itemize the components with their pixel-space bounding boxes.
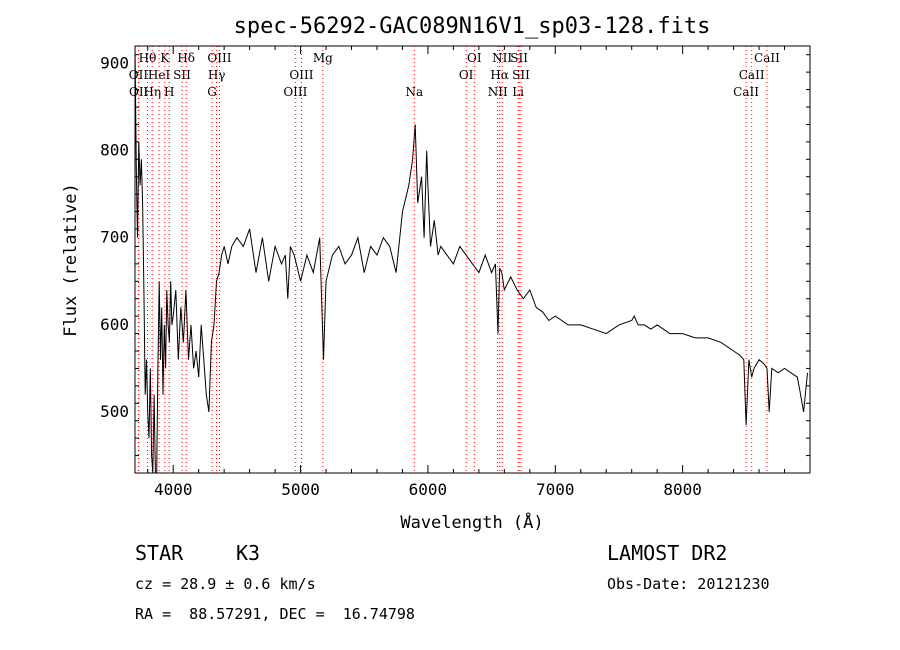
- survey-name: LAMOST DR2: [607, 541, 728, 565]
- spectral-line-label: OIII: [207, 51, 231, 65]
- y-tick-label: 600: [100, 315, 129, 334]
- axis-ticks: 4000 5000 6000 7000 8000 500 600 700 800 900: [100, 46, 811, 499]
- spectral-line-label: NII: [492, 51, 512, 65]
- spectral-line-label: OI: [467, 51, 482, 65]
- x-tick-label: 5000: [281, 480, 320, 499]
- plot-frame: [134, 45, 811, 474]
- y-tick-label: 500: [100, 402, 129, 421]
- y-axis-label: Flux (relative): [61, 183, 81, 337]
- spectral-line-label: CaII: [733, 85, 759, 99]
- spectral-line-label: Na: [405, 85, 423, 99]
- object-subclass: K3: [236, 541, 261, 565]
- spectral-line-label: Hα: [490, 68, 509, 82]
- spectral-line-label: G: [207, 85, 217, 99]
- x-tick-label: 6000: [409, 480, 448, 499]
- redshift-velocity: cz = 28.9 ± 0.6 km/s: [135, 575, 316, 593]
- spectral-line-label: CaII: [754, 51, 780, 65]
- spectral-line-label: HeI: [148, 68, 171, 82]
- spectral-line-label: OIII: [283, 85, 307, 99]
- spectral-line-label: Li: [512, 85, 524, 99]
- spectral-line-label: NII: [488, 85, 508, 99]
- y-tick-label: 800: [100, 141, 129, 160]
- spectral-line-label: Hη: [143, 85, 161, 99]
- chart-title: spec-56292-GAC089N16V1_sp03-128.fits: [234, 14, 711, 39]
- x-tick-label: 4000: [154, 480, 193, 499]
- spectral-line-label: SII: [510, 51, 528, 65]
- spectral-line-label: Hδ: [177, 51, 195, 65]
- y-tick-label: 900: [100, 53, 129, 72]
- spectral-line-label: OIII: [289, 68, 313, 82]
- x-axis-label: Wavelength (Å): [400, 511, 543, 533]
- spectral-line-label: OII: [129, 85, 149, 99]
- spectral-line-label: SII: [173, 68, 191, 82]
- spectral-line-label: H: [164, 85, 174, 99]
- x-tick-label: 7000: [536, 480, 575, 499]
- spectral-line-label: OI: [459, 68, 474, 82]
- coordinates: RA = 88.57291, DEC = 16.74798: [135, 605, 415, 623]
- observation-date: Obs-Date: 20121230: [607, 575, 770, 593]
- spectral-line-label: Mg: [313, 51, 333, 65]
- spectral-line-label: Hθ: [139, 51, 157, 65]
- spectral-line-label: Hγ: [208, 68, 226, 82]
- object-class: STAR: [135, 541, 184, 565]
- spectral-line-label: SII: [512, 68, 530, 82]
- y-tick-label: 700: [100, 228, 129, 247]
- spectral-line-label: OII: [129, 68, 149, 82]
- spectral-line-label: CaII: [739, 68, 765, 82]
- spectral-line-label: K: [160, 51, 170, 65]
- spectrum-line: [134, 45, 808, 474]
- x-tick-label: 8000: [663, 480, 702, 499]
- spectral-line-markers: [137, 46, 768, 473]
